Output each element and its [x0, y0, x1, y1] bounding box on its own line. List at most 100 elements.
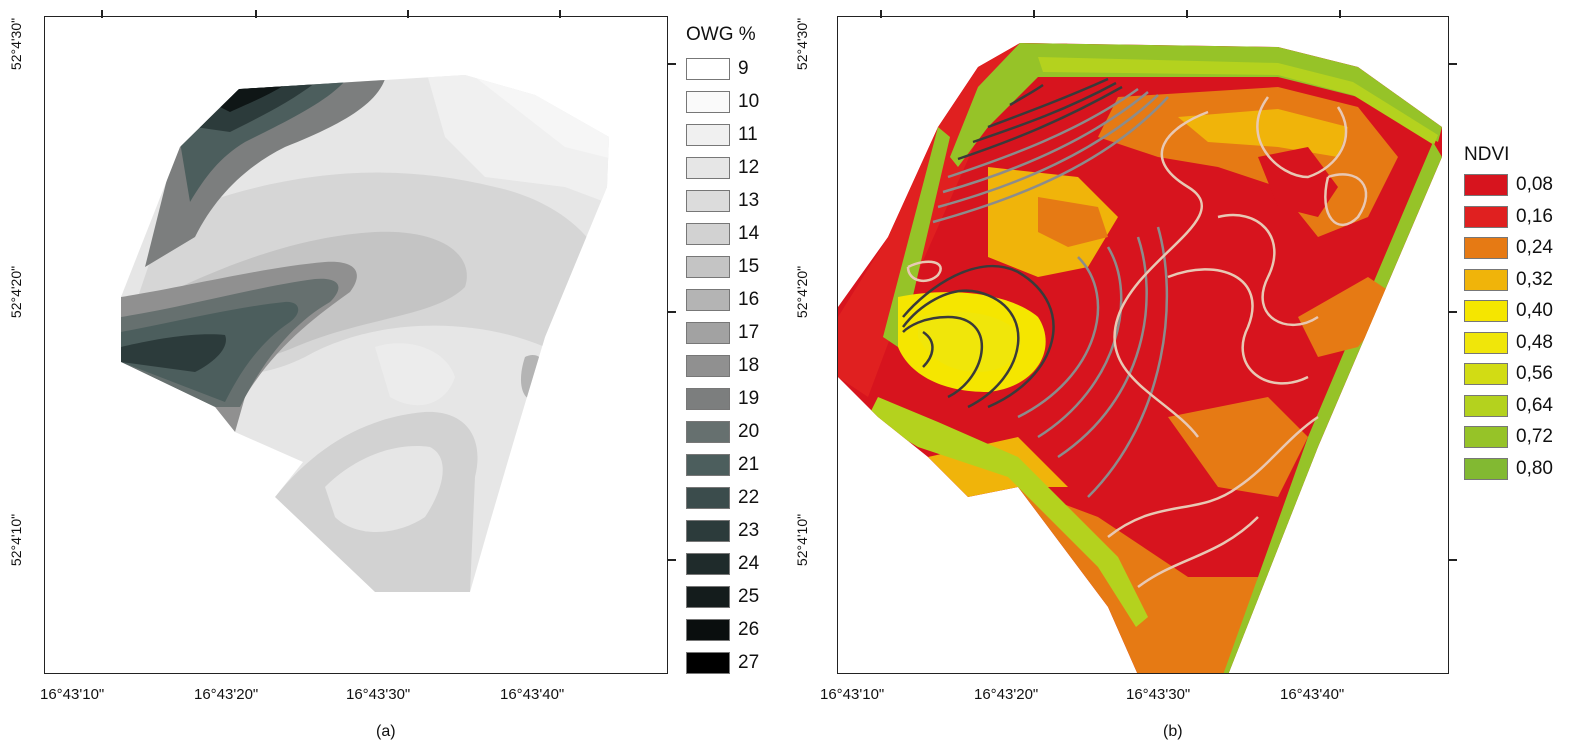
owg-legend-item: 19 [686, 386, 759, 412]
owg-legend-swatch [686, 520, 730, 542]
owg-legend-label: 13 [738, 190, 760, 211]
owg-legend-label: 22 [738, 487, 760, 508]
owg-legend-swatch [686, 355, 730, 377]
ndvi-contour-dark [902, 77, 1123, 409]
owg-legend-label: 16 [738, 289, 760, 310]
ndvi-legend-item: 0,64 [1464, 393, 1553, 419]
ndvi-legend-label: 0,56 [1516, 363, 1553, 384]
owg-legend-label: 20 [738, 421, 760, 442]
owg-legend-item: 25 [686, 584, 759, 610]
ndvi-legend-item: 0,80 [1464, 456, 1553, 482]
a-xtick-label: 16°43'40" [500, 686, 565, 703]
b-ytick-label: 52°4'30" [794, 17, 810, 71]
ndvi-legend-item: 0,08 [1464, 172, 1553, 198]
owg-legend-item: 23 [686, 518, 759, 544]
owg-legend-swatch [686, 454, 730, 476]
tick-a-top-4 [559, 10, 561, 18]
owg-legend-swatch [686, 124, 730, 146]
tick-b-right-1 [1449, 63, 1457, 65]
b-xtick-label: 16°43'30" [1126, 686, 1191, 703]
owg-legend-item: 13 [686, 188, 759, 214]
owg-legend-swatch [686, 157, 730, 179]
owg-legend-label: 17 [738, 322, 760, 343]
b-ytick-label: 52°4'20" [794, 265, 810, 319]
owg-legend-label: 27 [738, 652, 760, 673]
owg-legend-swatch [686, 487, 730, 509]
owg-legend-label: 24 [738, 553, 760, 574]
owg-map-frame [44, 16, 668, 674]
owg-legend-label: 15 [738, 256, 760, 277]
owg-legend-swatch [686, 58, 730, 80]
owg-legend-label: 21 [738, 454, 760, 475]
owg-legend-swatch [686, 619, 730, 641]
owg-legend-item: 15 [686, 254, 759, 280]
ndvi-legend-swatch [1464, 174, 1508, 196]
owg-legend-item: 14 [686, 221, 759, 247]
owg-legend-swatch [686, 91, 730, 113]
owg-legend-swatch [686, 553, 730, 575]
a-ytick-label: 52°4'30" [8, 17, 24, 71]
tick-b-top-1 [880, 10, 882, 18]
panel-a-caption: (a) [376, 723, 396, 740]
ndvi-map-frame [837, 16, 1449, 674]
owg-field-surface [121, 75, 609, 592]
tick-b-top-2 [1033, 10, 1035, 18]
ndvi-field-surface [838, 43, 1442, 673]
owg-legend-item: 18 [686, 353, 759, 379]
ndvi-legend-swatch [1464, 237, 1508, 259]
owg-legend-label: 11 [738, 124, 758, 145]
owg-legend-swatch [686, 586, 730, 608]
owg-legend-item: 17 [686, 320, 759, 346]
owg-legend-swatch [686, 190, 730, 212]
owg-legend-label: 14 [738, 223, 760, 244]
tick-b-right-3 [1449, 559, 1457, 561]
owg-legend-item: 16 [686, 287, 759, 313]
owg-legend-item: 21 [686, 452, 759, 478]
a-xtick-label: 16°43'30" [346, 686, 411, 703]
ndvi-legend-label: 0,72 [1516, 426, 1553, 447]
ndvi-legend-swatch [1464, 394, 1508, 417]
b-xtick-label: 16°43'20" [974, 686, 1039, 703]
tick-b-top-3 [1186, 10, 1188, 18]
ndvi-legend-label: 0,80 [1516, 457, 1553, 479]
a-xtick-label: 16°43'20" [194, 686, 259, 703]
b-xtick-label: 16°43'10" [820, 686, 885, 703]
owg-legend-label: 18 [738, 355, 760, 376]
ndvi-legend-item: 0,16 [1464, 204, 1553, 230]
ndvi-legend-label: 0,32 [1516, 268, 1553, 290]
owg-legend-label: 10 [738, 91, 760, 112]
panel-b-caption: (b) [1163, 723, 1183, 740]
ndvi-legend-label: 0,16 [1516, 205, 1553, 227]
tick-a-top-2 [255, 10, 257, 18]
a-ytick-label: 52°4'10" [8, 513, 24, 567]
ndvi-legend-label: 0,64 [1516, 394, 1553, 416]
owg-legend-swatch [686, 256, 730, 278]
tick-a-right-2 [668, 311, 676, 313]
owg-legend-label: 9 [738, 58, 749, 79]
tick-b-top-4 [1339, 10, 1341, 18]
owg-legend-swatch [686, 223, 730, 245]
ndvi-legend-label: 0,48 [1516, 331, 1553, 353]
owg-legend-swatch [686, 388, 730, 410]
b-xtick-label: 16°43'40" [1280, 686, 1345, 703]
ndvi-legend-swatch [1464, 268, 1508, 291]
ndvi-legend-title: NDVI [1464, 144, 1510, 165]
tick-a-top-3 [407, 10, 409, 18]
ndvi-legend-swatch [1464, 457, 1508, 480]
b-ytick-label: 52°4'10" [794, 513, 810, 567]
ndvi-legend-swatch [1464, 426, 1508, 448]
ndvi-legend-label: 0,08 [1516, 174, 1553, 195]
owg-legend-item: 9 [686, 56, 749, 82]
ndvi-legend-item: 0,24 [1464, 235, 1553, 261]
owg-legend-swatch [686, 322, 730, 344]
a-xtick-label: 16°43'10" [40, 686, 105, 703]
owg-legend-label: 25 [738, 586, 760, 607]
owg-legend-swatch [686, 289, 730, 311]
ndvi-legend-item: 0,40 [1464, 298, 1553, 324]
owg-legend-item: 22 [686, 485, 759, 511]
owg-legend-label: 19 [738, 388, 760, 409]
ndvi-legend-swatch [1464, 300, 1508, 322]
ndvi-legend-item: 0,32 [1464, 267, 1553, 293]
owg-legend-item: 12 [686, 155, 759, 181]
owg-legend-item: 27 [686, 650, 759, 676]
